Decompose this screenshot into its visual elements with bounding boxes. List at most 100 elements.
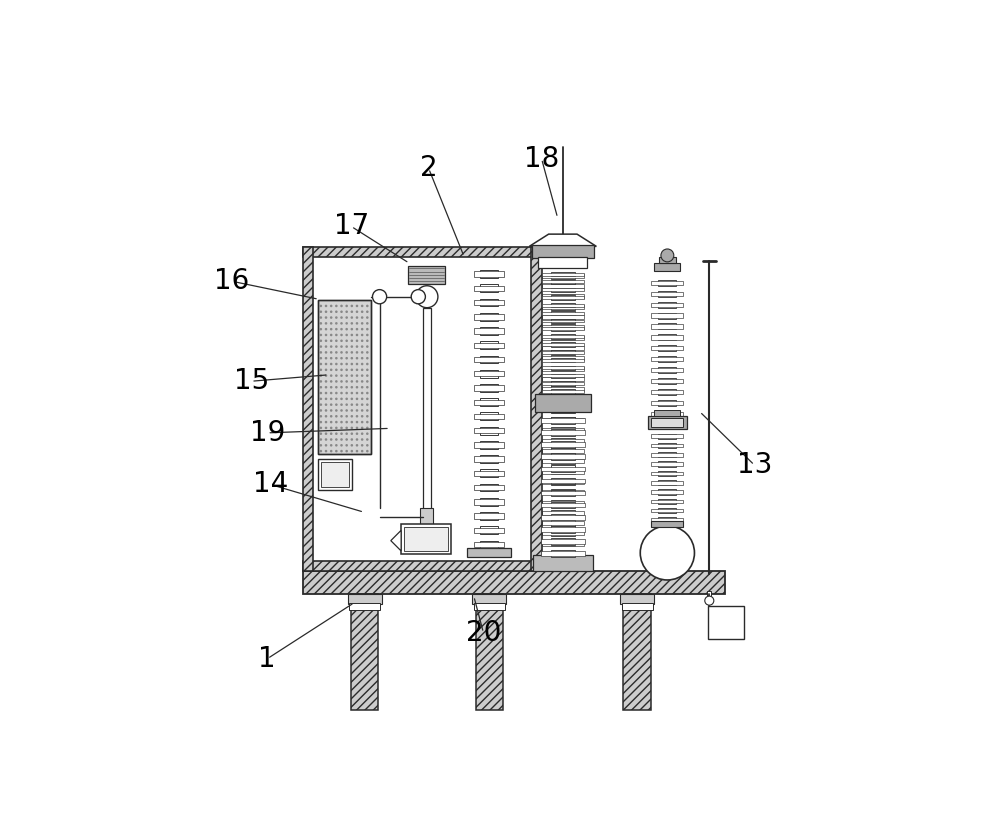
Bar xyxy=(542,304,584,307)
Bar xyxy=(474,528,504,533)
Bar xyxy=(541,467,585,471)
Bar xyxy=(551,365,575,371)
Circle shape xyxy=(320,409,322,411)
Bar xyxy=(551,396,575,402)
Circle shape xyxy=(340,322,343,324)
Text: 18: 18 xyxy=(524,145,559,173)
Bar xyxy=(474,286,504,291)
Bar xyxy=(542,328,584,330)
Bar xyxy=(708,606,744,639)
Circle shape xyxy=(335,391,338,395)
Circle shape xyxy=(345,363,348,365)
Bar xyxy=(551,381,575,385)
Bar xyxy=(551,376,575,381)
Bar xyxy=(474,442,504,447)
Bar xyxy=(541,478,585,484)
Bar xyxy=(551,334,575,339)
Circle shape xyxy=(330,444,332,447)
Circle shape xyxy=(345,369,348,371)
Circle shape xyxy=(356,310,358,313)
Circle shape xyxy=(351,310,353,313)
Bar xyxy=(542,356,584,360)
Bar xyxy=(542,272,584,276)
Circle shape xyxy=(320,363,322,365)
Circle shape xyxy=(340,339,343,342)
Bar xyxy=(348,593,382,604)
Bar xyxy=(658,480,676,485)
Circle shape xyxy=(345,444,348,447)
Circle shape xyxy=(335,345,338,348)
Circle shape xyxy=(361,427,363,429)
Circle shape xyxy=(351,427,353,429)
Bar xyxy=(651,443,683,447)
Circle shape xyxy=(325,369,327,371)
Circle shape xyxy=(356,375,358,377)
Circle shape xyxy=(351,444,353,447)
Bar xyxy=(474,385,504,391)
Circle shape xyxy=(320,375,322,377)
Circle shape xyxy=(325,427,327,429)
Circle shape xyxy=(361,380,363,383)
Bar xyxy=(651,303,683,307)
Circle shape xyxy=(320,351,322,354)
Bar xyxy=(474,343,504,348)
Circle shape xyxy=(351,369,353,371)
Bar xyxy=(542,325,584,329)
Circle shape xyxy=(335,334,338,336)
Circle shape xyxy=(361,328,363,330)
Circle shape xyxy=(330,369,332,371)
Bar xyxy=(551,453,575,460)
Circle shape xyxy=(340,444,343,447)
Circle shape xyxy=(356,386,358,389)
Bar xyxy=(658,291,676,297)
Circle shape xyxy=(330,316,332,318)
Circle shape xyxy=(356,322,358,324)
Bar xyxy=(532,245,594,258)
Circle shape xyxy=(330,421,332,423)
Bar xyxy=(474,428,504,433)
Bar xyxy=(474,328,504,334)
Bar xyxy=(533,556,593,571)
Circle shape xyxy=(330,415,332,417)
Circle shape xyxy=(366,339,369,342)
Circle shape xyxy=(372,290,387,304)
Bar xyxy=(651,357,683,361)
Bar xyxy=(651,292,683,296)
Circle shape xyxy=(340,334,343,336)
Circle shape xyxy=(356,316,358,318)
Bar xyxy=(303,247,542,257)
Bar xyxy=(480,313,498,321)
Circle shape xyxy=(361,363,363,365)
Circle shape xyxy=(325,328,327,330)
Circle shape xyxy=(351,339,353,342)
Circle shape xyxy=(330,310,332,313)
Circle shape xyxy=(361,316,363,318)
Circle shape xyxy=(335,409,338,411)
Circle shape xyxy=(335,357,338,360)
Bar xyxy=(651,313,683,318)
Bar xyxy=(541,442,585,447)
Circle shape xyxy=(351,380,353,383)
Bar xyxy=(318,301,371,454)
Circle shape xyxy=(351,375,353,377)
Bar xyxy=(654,263,680,271)
Bar xyxy=(480,412,498,421)
Bar xyxy=(651,281,683,285)
Bar xyxy=(551,442,575,448)
Bar xyxy=(551,407,575,412)
Bar xyxy=(303,561,542,571)
Circle shape xyxy=(340,438,343,441)
Bar xyxy=(551,355,575,361)
Circle shape xyxy=(366,380,369,383)
Circle shape xyxy=(330,375,332,377)
Circle shape xyxy=(356,380,358,383)
Bar xyxy=(541,454,585,459)
Circle shape xyxy=(351,328,353,330)
Circle shape xyxy=(361,339,363,342)
Bar xyxy=(707,591,711,596)
Circle shape xyxy=(320,328,322,330)
Circle shape xyxy=(330,305,332,308)
Bar xyxy=(542,288,584,291)
Circle shape xyxy=(330,432,332,435)
Circle shape xyxy=(351,305,353,308)
